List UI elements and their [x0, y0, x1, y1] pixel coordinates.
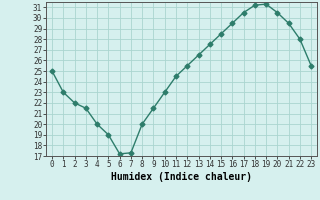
X-axis label: Humidex (Indice chaleur): Humidex (Indice chaleur)	[111, 172, 252, 182]
